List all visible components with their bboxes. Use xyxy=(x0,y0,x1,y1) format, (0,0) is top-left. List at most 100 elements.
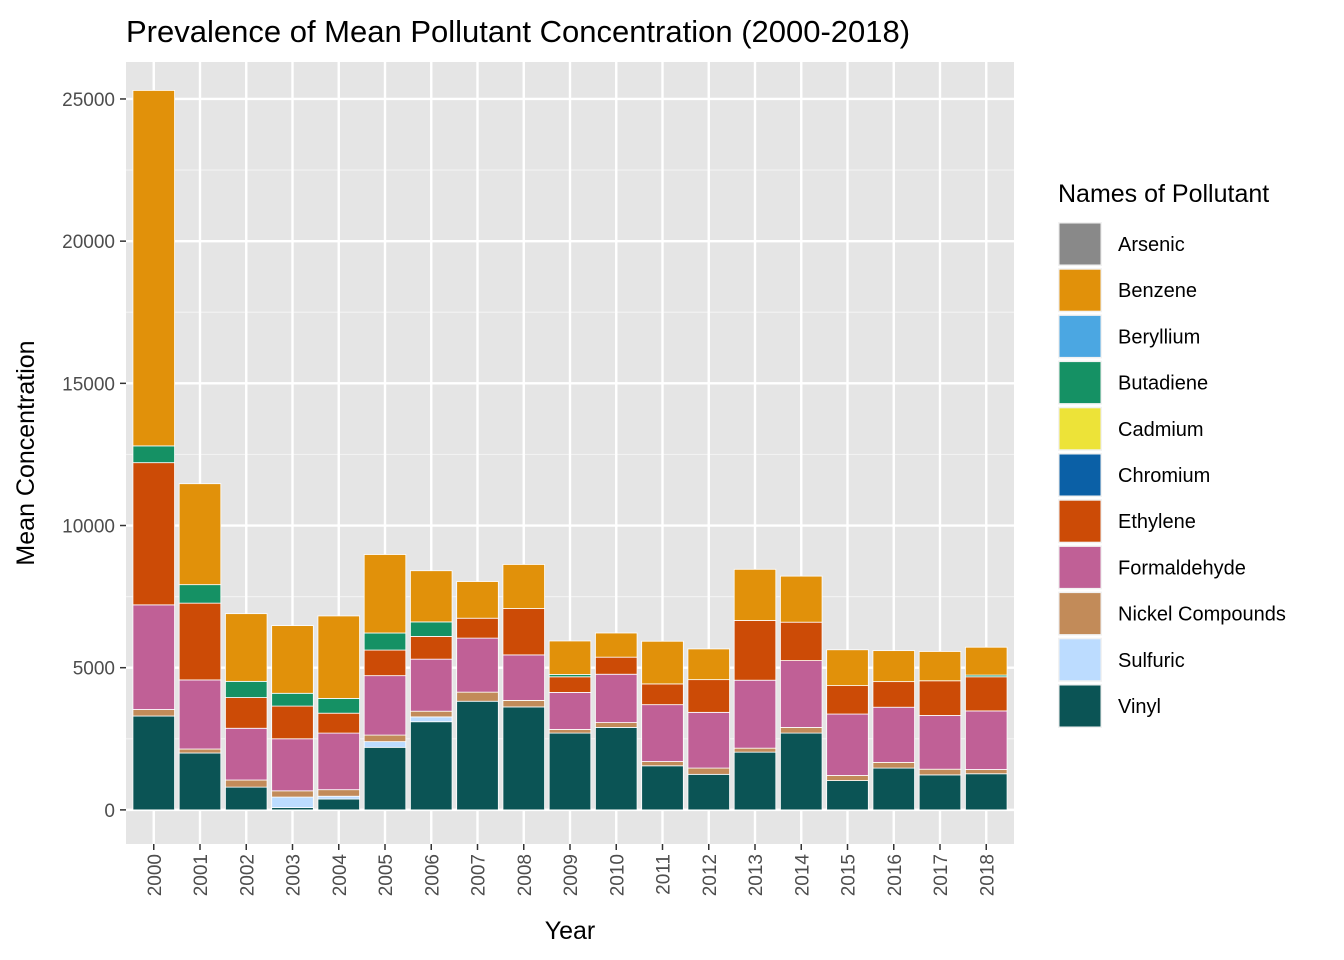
bar-segment xyxy=(595,673,638,723)
bar-segment xyxy=(826,780,869,811)
bar-segment xyxy=(918,680,962,716)
bar-segment xyxy=(687,648,730,681)
bar-segment xyxy=(363,554,407,634)
bar-segment xyxy=(872,650,915,683)
bar-segment xyxy=(826,713,869,776)
bar-segment xyxy=(363,741,407,748)
bar-segment xyxy=(918,715,962,770)
bar-segment xyxy=(687,773,730,811)
legend-label: Vinyl xyxy=(1118,696,1161,718)
bar-segment xyxy=(641,761,684,767)
bar-segment xyxy=(178,752,222,811)
bar-segment xyxy=(826,685,869,715)
bar-segment xyxy=(872,706,915,763)
x-tick-label: 2008 xyxy=(515,854,536,896)
bar-segment xyxy=(548,692,592,730)
legend-items: Arsenic Benzene Beryllium Butadiene Cadmium C… xyxy=(1058,222,1286,728)
x-tick-label: 2006 xyxy=(422,854,443,896)
bar-stack xyxy=(965,646,1008,811)
legend-swatch xyxy=(1059,408,1101,450)
bar-stack xyxy=(595,632,638,811)
bar-segment xyxy=(780,660,823,728)
bar-segment xyxy=(410,636,453,660)
bar-segment xyxy=(965,769,1008,775)
bar-segment xyxy=(225,786,268,811)
bar-segment xyxy=(826,649,869,687)
legend-swatch xyxy=(1059,454,1101,496)
x-tick-label: 2012 xyxy=(700,854,721,896)
bar-segment xyxy=(780,727,823,734)
bar-segment xyxy=(548,640,592,675)
bar-segment xyxy=(317,795,360,800)
legend-label: Butadiene xyxy=(1118,373,1208,395)
legend-item: Beryllium xyxy=(1058,314,1200,359)
legend-item: Sulfuric xyxy=(1058,637,1185,682)
bar-segment xyxy=(918,774,962,811)
legend-swatch xyxy=(1059,269,1101,311)
bar-segment xyxy=(225,727,268,781)
x-axis-title: Year xyxy=(545,917,596,945)
bar-segment xyxy=(271,738,314,792)
bar-segment xyxy=(733,568,777,621)
y-tick-label: 0 xyxy=(104,801,115,822)
bar-segment xyxy=(317,712,360,734)
x-tick-label: 2017 xyxy=(931,854,952,896)
legend-label: Arsenic xyxy=(1118,234,1185,256)
bar-segment xyxy=(225,779,268,788)
bar-segment xyxy=(548,732,592,811)
bar-segment xyxy=(456,637,499,693)
bar-stack xyxy=(363,554,407,811)
legend-label: Nickel Compounds xyxy=(1118,604,1286,626)
bar-segment xyxy=(410,658,453,712)
bar-segment xyxy=(733,679,777,749)
legend-swatch xyxy=(1059,685,1101,727)
bar-stack xyxy=(687,648,730,811)
bar-segment xyxy=(641,765,684,811)
bar-segment xyxy=(410,710,453,718)
bar-segment xyxy=(733,747,777,753)
bar-segment xyxy=(317,798,360,811)
bar-segment xyxy=(965,773,1008,811)
legend-swatch xyxy=(1059,362,1101,404)
bar-segment xyxy=(502,608,545,656)
bar-segment xyxy=(780,575,823,623)
bar-segment xyxy=(132,604,175,710)
bar-segment xyxy=(687,679,730,713)
y-tick-label: 10000 xyxy=(62,517,115,538)
x-tick-label: 2010 xyxy=(607,854,628,896)
x-tick-label: 2000 xyxy=(145,854,166,896)
bar-segment xyxy=(271,705,314,740)
bar-segment xyxy=(178,748,222,754)
y-axis: 0 5000 10000 15000 20000 25000 xyxy=(62,90,126,822)
bar-segment xyxy=(872,681,915,708)
bar-segment xyxy=(687,767,730,775)
bar-segment xyxy=(132,709,175,717)
x-tick-label: 2007 xyxy=(469,854,490,896)
x-tick-label: 2018 xyxy=(977,854,998,896)
bar-segment xyxy=(410,621,453,637)
bar-segment xyxy=(132,445,175,464)
bar-segment xyxy=(965,710,1008,770)
bar-segment xyxy=(225,697,268,729)
bar-segment xyxy=(317,789,360,797)
bar-stack xyxy=(780,575,823,811)
bar-segment xyxy=(132,715,175,811)
bar-segment xyxy=(317,698,360,714)
legend-label: Sulfuric xyxy=(1118,650,1185,672)
bar-segment xyxy=(595,632,638,658)
bar-segment xyxy=(780,732,823,811)
bar-segment xyxy=(595,727,638,811)
x-axis: 2000 2001 2002 2003 2004 2005 2006 2007 2008 2009… xyxy=(145,844,998,897)
bar-segment xyxy=(872,767,915,811)
legend-label: Beryllium xyxy=(1118,326,1200,348)
bar-stack xyxy=(271,625,314,811)
bar-segment xyxy=(132,462,175,606)
legend-item: Chromium xyxy=(1058,453,1210,497)
x-tick-label: 2011 xyxy=(654,854,675,895)
legend-item: Nickel Compounds xyxy=(1058,591,1286,636)
bar-segment xyxy=(456,691,499,702)
bar-segment xyxy=(918,651,962,682)
bar-segment xyxy=(733,751,777,811)
bar-segment xyxy=(178,602,222,681)
x-tick-label: 2014 xyxy=(792,854,813,897)
